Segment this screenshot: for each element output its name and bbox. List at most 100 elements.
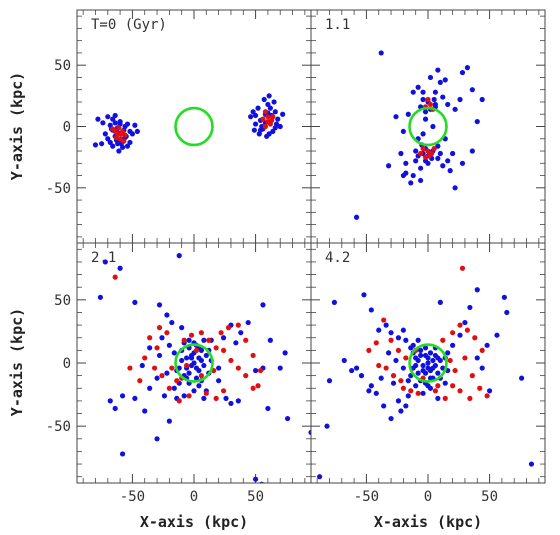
red-point [452, 367, 458, 374]
blue-point [400, 128, 406, 135]
red-point [186, 393, 192, 399]
panel-frame [310, 9, 546, 244]
blue-point [349, 367, 355, 374]
blue-point [427, 74, 434, 81]
y-tick-label: 50 [54, 293, 71, 309]
blue-point [266, 93, 272, 99]
red-point [218, 330, 224, 336]
blue-point [430, 365, 436, 371]
blue-point [459, 160, 466, 166]
blue-point [266, 131, 272, 137]
red-point [127, 365, 133, 371]
blue-point [166, 418, 172, 424]
blue-point [442, 380, 448, 386]
blue-point [107, 398, 113, 404]
blue-point [102, 131, 108, 137]
blue-point [154, 375, 160, 381]
blue-point [105, 136, 111, 142]
blue-point [504, 309, 510, 316]
red-point [427, 101, 434, 108]
panel-label: 4.2 [325, 250, 350, 266]
y-axis-title-bottom: Y-axis (kpc) [8, 308, 26, 416]
blue-point [393, 357, 399, 364]
blue-point [420, 362, 426, 369]
y-tick-label: 0 [63, 120, 71, 136]
blue-point [418, 177, 424, 184]
blue-point [223, 395, 229, 401]
red-point [388, 337, 394, 343]
blue-point [272, 125, 278, 131]
blue-point [388, 330, 394, 336]
blue-point [277, 365, 283, 371]
x-tick-label: 0 [190, 489, 198, 505]
blue-point [418, 347, 424, 353]
blue-point [422, 370, 429, 376]
blue-point [400, 327, 406, 333]
red-point [395, 347, 402, 353]
blue-point [271, 99, 277, 105]
blue-point [95, 116, 101, 122]
red-point [390, 373, 397, 379]
red-point [262, 109, 269, 115]
red-point [235, 365, 241, 371]
blue-point [201, 337, 207, 343]
blue-point [169, 319, 175, 326]
blue-point [479, 365, 485, 371]
blue-point [201, 395, 207, 401]
red-point [457, 322, 463, 328]
blue-point [413, 148, 419, 154]
blue-point [479, 96, 485, 103]
blue-point [156, 352, 163, 359]
red-point [156, 325, 163, 331]
blue-point [196, 383, 202, 389]
blue-point [385, 163, 392, 169]
blue-point [277, 123, 283, 130]
blue-point [251, 127, 257, 133]
blue-point [317, 474, 323, 480]
blue-point [331, 299, 337, 305]
red-point [260, 116, 266, 122]
y-axis-title-top: Y-axis (kpc) [8, 72, 26, 180]
blue-point [361, 292, 367, 298]
blue-point [164, 312, 170, 318]
blue-point [353, 214, 360, 220]
red-point [159, 373, 165, 379]
red-point [113, 134, 120, 141]
blue-point [100, 120, 106, 126]
blue-point [275, 116, 281, 122]
blue-point [452, 185, 458, 191]
red-point [442, 395, 448, 401]
blue-point [186, 370, 192, 376]
blue-point [216, 378, 222, 384]
red-point [440, 337, 446, 343]
blue-point [450, 342, 456, 348]
blue-point [484, 342, 490, 348]
blue-point [430, 123, 436, 130]
red-point [147, 335, 153, 341]
blue-point [435, 155, 441, 161]
blue-point [395, 335, 402, 341]
blue-point [196, 355, 202, 361]
blue-point [376, 327, 382, 333]
red-point [403, 355, 409, 361]
blue-point [405, 111, 411, 117]
blue-point [469, 87, 475, 93]
blue-point [405, 378, 411, 384]
blue-point [220, 335, 227, 341]
x-axis-title-left: X-axis (kpc) [140, 513, 248, 531]
red-point [174, 378, 180, 384]
blue-point [432, 89, 438, 95]
red-point [432, 388, 438, 394]
blue-point [435, 143, 441, 149]
blue-point [147, 345, 153, 351]
red-point [220, 388, 227, 394]
red-point [447, 357, 453, 364]
blue-point [245, 319, 251, 326]
blue-point [181, 393, 187, 399]
blue-point [445, 158, 451, 164]
blue-point [378, 375, 384, 381]
blue-point [341, 357, 347, 364]
blue-point [176, 253, 182, 259]
blue-point [447, 168, 453, 174]
blue-point [437, 150, 443, 157]
